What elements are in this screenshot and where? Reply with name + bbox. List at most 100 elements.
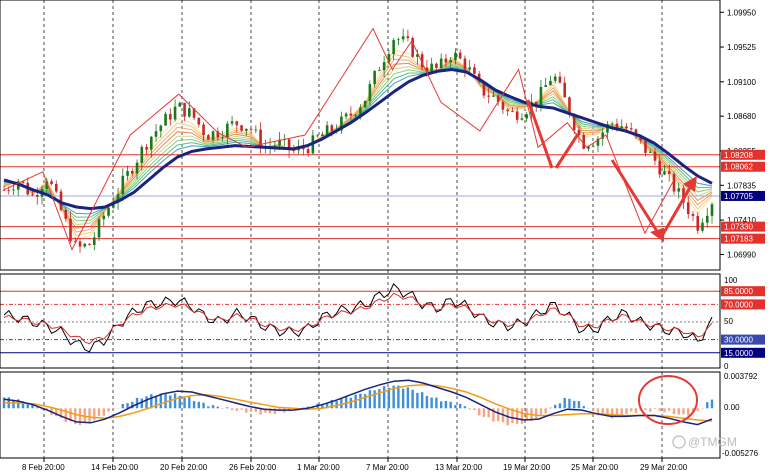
candle-body (539, 86, 543, 106)
histogram-bar (425, 395, 429, 409)
candle-body (663, 171, 666, 175)
histogram-bar (254, 408, 258, 412)
histogram-bar (164, 393, 167, 409)
candle-body (406, 36, 410, 39)
histogram-bar (59, 408, 63, 418)
histogram-bar (78, 408, 82, 425)
candle-body (568, 97, 571, 116)
candle-body (83, 243, 87, 247)
histogram-bar (55, 408, 58, 417)
time-label: 7 Mar 20:00 (366, 463, 409, 472)
histogram-bar (430, 397, 433, 409)
price-pane-border (0, 0, 721, 271)
candle-body (354, 115, 357, 116)
time-label: 1 Mar 20:00 (297, 463, 340, 472)
histogram-bar (178, 395, 182, 409)
arrow-head-down-icon (650, 228, 664, 242)
candle-body (430, 63, 433, 72)
histogram-bar (482, 408, 486, 417)
rsi-tag-label: 70.0000 (724, 300, 753, 309)
histogram-bar (449, 401, 452, 409)
candle-body (178, 102, 182, 107)
candle-body (625, 126, 628, 129)
histogram-bar (359, 393, 362, 409)
histogram-bar (534, 408, 538, 419)
candle-body (316, 135, 319, 137)
candle-body (306, 149, 310, 154)
histogram-bar (549, 407, 552, 409)
price-pane[interactable] (0, 0, 721, 271)
histogram-bar (197, 401, 201, 409)
histogram-bar (192, 401, 196, 409)
histogram-bar (93, 408, 96, 421)
candle-body (12, 189, 15, 191)
histogram-bar (26, 404, 29, 409)
facebook-icon (672, 435, 686, 449)
candle-body (330, 125, 334, 131)
candle-body (321, 134, 324, 137)
histogram-bar (302, 407, 305, 409)
candle-body (425, 67, 429, 72)
candle-body (292, 150, 296, 151)
histogram-bar (553, 404, 557, 409)
arrow-up-2 (660, 183, 694, 237)
price-tag-label: 1.08208 (724, 151, 753, 160)
macd-axis: 0.003792 0.00 -0.005276 (722, 372, 759, 458)
candle-body (677, 188, 681, 192)
rsi-pane[interactable] (0, 273, 721, 369)
histogram-bar (444, 400, 448, 409)
candle-body (216, 131, 220, 138)
candle-body (150, 136, 153, 150)
histogram-bar (230, 408, 234, 411)
candle-body (35, 195, 39, 197)
histogram-bar (102, 408, 105, 416)
histogram-bar (387, 387, 391, 409)
candle-body (382, 62, 386, 71)
candle-body (482, 81, 486, 96)
candle-body (473, 67, 476, 74)
macd-bottom-label: -0.005276 (722, 449, 759, 458)
rsi-50-label: 50 (724, 317, 733, 326)
candle-body (378, 70, 381, 71)
candle-body (454, 52, 457, 61)
red-trend-arrows (526, 99, 697, 242)
histogram-bar (420, 392, 424, 409)
candle-body (240, 125, 243, 131)
candle-body (648, 151, 652, 153)
candle-body (78, 241, 82, 247)
histogram-bar (145, 396, 148, 409)
candle-body (249, 128, 253, 130)
candle-body (287, 139, 291, 151)
price-tag-bg (721, 161, 765, 172)
macd-top-label: 0.003792 (724, 372, 758, 381)
ribbon-line (3, 63, 713, 222)
candle-body (710, 204, 714, 216)
candle-body (667, 171, 671, 174)
macd-pane[interactable] (0, 371, 721, 459)
histogram-bar (207, 406, 210, 409)
histogram-bar (368, 390, 372, 409)
candle-body (107, 207, 110, 216)
rsi-tag-bg (721, 299, 765, 310)
time-axis[interactable]: 8 Feb 20:00 14 Feb 20:00 20 Feb 20:00 26 Fe… (22, 458, 688, 472)
rsi-pane-border (0, 273, 721, 369)
histogram-bar (249, 408, 253, 412)
candle-body (558, 76, 562, 83)
histogram-bar (515, 408, 519, 424)
histogram-bar (240, 408, 243, 410)
candle-body (140, 146, 144, 163)
price-label: 1.09100 (727, 78, 756, 87)
histogram-bar (473, 408, 476, 411)
candle-body (173, 106, 177, 120)
histogram-bar (596, 408, 600, 416)
histogram-bar (107, 408, 110, 412)
candle-body (69, 218, 72, 242)
histogram-bar (672, 408, 676, 415)
arrow-up-1 (554, 133, 580, 169)
candle-body (88, 243, 91, 246)
candle-body (192, 108, 196, 118)
candle-body (435, 63, 438, 68)
price-tags: 1.08208 1.08062 1.07705 1.07330 1.07183 (721, 149, 765, 244)
candle-body (606, 124, 609, 133)
